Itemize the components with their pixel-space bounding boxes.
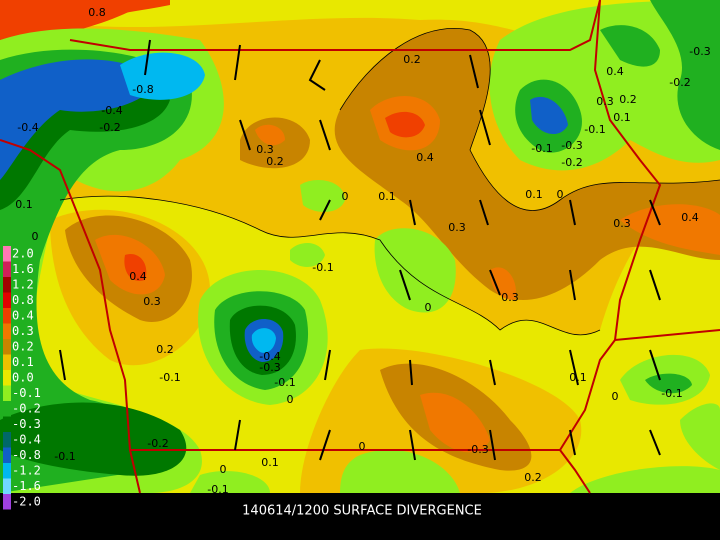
colorbar-label: 0.2	[12, 339, 34, 353]
colorbar-label: 0.8	[12, 293, 34, 307]
contour-label: 0.2	[619, 93, 637, 106]
contour-label: 0.4	[681, 211, 699, 224]
colorbar: 2.01.61.20.80.40.30.20.10.0-0.1-0.2-0.3-…	[3, 246, 41, 510]
colorbar-label: -0.3	[12, 417, 41, 431]
colorbar-swatch	[3, 447, 11, 463]
contour-label: 0.3	[613, 217, 631, 230]
contour-label: 0.2	[524, 471, 542, 484]
contour-label: -0.3	[561, 139, 582, 152]
colorbar-label: 1.2	[12, 277, 34, 291]
contour-label: 0.1	[261, 456, 279, 469]
colorbar-swatch	[3, 339, 11, 355]
map-title: 140614/1200 SURFACE DIVERGENCE	[242, 504, 482, 519]
colorbar-label: -0.8	[12, 448, 41, 462]
contour-label: 0.1	[15, 198, 33, 211]
contour-label: -0.1	[274, 376, 295, 389]
contour-label: -0.1	[159, 371, 180, 384]
contour-label: 0.1	[525, 188, 543, 201]
colorbar-swatch	[3, 370, 11, 386]
colorbar-swatch	[3, 246, 11, 262]
colorbar-swatch	[3, 463, 11, 479]
contour-label: 0.3	[596, 95, 614, 108]
colorbar-label: -1.2	[12, 463, 41, 477]
contour-label: -0.1	[661, 387, 682, 400]
contour-label: 0	[612, 390, 619, 403]
contour-label: -0.1	[207, 483, 228, 496]
colorbar-label: 2.0	[12, 246, 34, 260]
contour-label: 0.2	[266, 155, 284, 168]
contour-labels: 0.8-0.80.2-0.30.40.3 0.20.1-0.2-0.1-0.3-0…	[15, 6, 710, 496]
contour-label: 0.3	[501, 291, 519, 304]
colorbar-swatch	[3, 385, 11, 401]
contour-label: -0.1	[531, 142, 552, 155]
colorbar-swatch	[3, 478, 11, 494]
colorbar-label: 0.4	[12, 308, 34, 322]
contour-label: 0.1	[378, 190, 396, 203]
colorbar-label: -0.2	[12, 401, 41, 415]
colorbar-label: -2.0	[12, 494, 41, 508]
map-field	[0, 0, 720, 494]
contour-label: -0.2	[147, 437, 168, 450]
contour-label: -0.3	[467, 443, 488, 456]
contour-label: 0	[32, 230, 39, 243]
colorbar-label: 0.1	[12, 355, 34, 369]
colorbar-swatch	[3, 292, 11, 308]
contour-label: 0.3	[256, 143, 274, 156]
colorbar-label: -0.1	[12, 386, 41, 400]
colorbar-label: 1.6	[12, 262, 34, 276]
contour-label: 0.1	[613, 111, 631, 124]
contour-label: 0.2	[156, 343, 174, 356]
colorbar-label: -1.6	[12, 479, 41, 493]
contour-label: -0.3	[689, 45, 710, 58]
contour-label: 0	[359, 440, 366, 453]
contour-label: 0	[342, 190, 349, 203]
contour-label: -0.4	[17, 121, 38, 134]
contour-label: 0.8	[88, 6, 106, 19]
colorbar-swatch	[3, 401, 11, 417]
contour-label: 0	[557, 188, 564, 201]
contour-label: 0.3	[143, 295, 161, 308]
colorbar-swatch	[3, 261, 11, 277]
contour-label: 0.2	[403, 53, 421, 66]
contour-label: -0.1	[312, 261, 333, 274]
contour-label: -0.1	[584, 123, 605, 136]
colorbar-swatch	[3, 308, 11, 324]
colorbar-swatch	[3, 354, 11, 370]
colorbar-swatch	[3, 432, 11, 448]
contour-label: 0.4	[416, 151, 434, 164]
contour-label: 0.3	[448, 221, 466, 234]
colorbar-label: 0.0	[12, 370, 34, 384]
contour-label: 0	[220, 463, 227, 476]
contour-label: -0.1	[54, 450, 75, 463]
contour-label: 0	[287, 393, 294, 406]
contour-label: 0.4	[129, 270, 147, 283]
contour-label: 0.1	[569, 371, 587, 384]
contour-label: -0.4	[101, 104, 122, 117]
contour-label: -0.4	[259, 350, 280, 363]
colorbar-swatch	[3, 323, 11, 339]
contour-label: 0.4	[606, 65, 624, 78]
contour-label: -0.2	[99, 121, 120, 134]
contour-label: -0.3	[259, 361, 280, 374]
colorbar-label: 0.3	[12, 324, 34, 338]
colorbar-swatch	[3, 277, 11, 293]
contour-label: -0.2	[561, 156, 582, 169]
colorbar-label: -0.4	[12, 432, 41, 446]
contour-label: 0	[425, 301, 432, 314]
colorbar-swatch	[3, 416, 11, 432]
contour-label: -0.2	[669, 76, 690, 89]
colorbar-swatch	[3, 494, 11, 510]
contour-label: -0.8	[132, 83, 153, 96]
